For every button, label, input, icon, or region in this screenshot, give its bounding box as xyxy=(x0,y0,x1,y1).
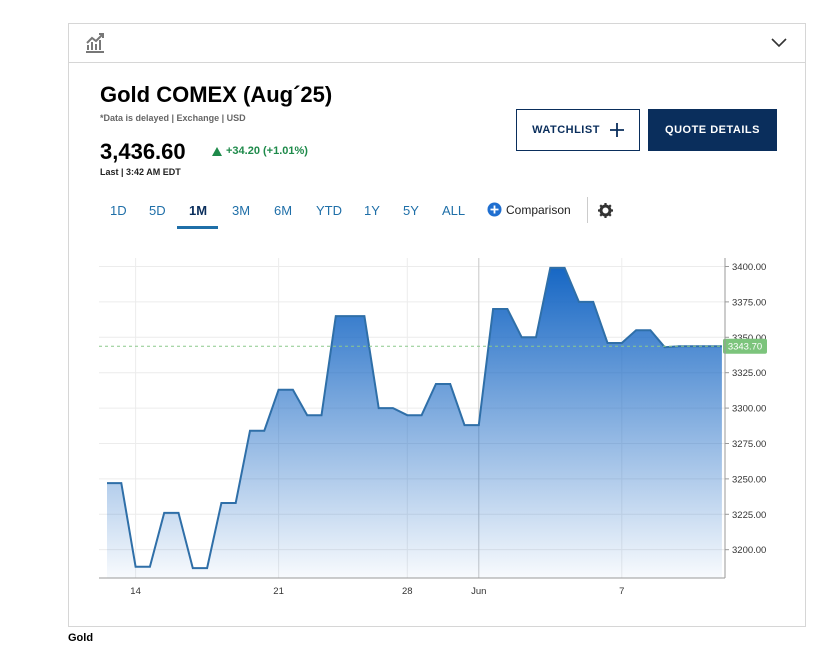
collapse-chevron[interactable] xyxy=(770,35,788,51)
widget-bar xyxy=(68,23,806,63)
button-label: WATCHLIST xyxy=(532,124,600,136)
range-tab[interactable]: 3M xyxy=(232,203,251,218)
range-tab[interactable]: YTD xyxy=(316,203,342,218)
range-tab[interactable]: 5D xyxy=(149,203,166,218)
active-tab-underline xyxy=(177,226,218,229)
title: Gold COMEX (Aug´25) xyxy=(100,82,333,107)
subtitle: *Data is delayed | Exchange | USD xyxy=(100,113,246,123)
y-tick-label: 3350.00 xyxy=(732,333,766,344)
price-change: +34.20 (+1.01%) xyxy=(226,145,308,157)
comparison-button[interactable]: Comparison xyxy=(506,203,571,217)
y-tick-label: 3200.00 xyxy=(732,545,766,556)
y-tick-label: 3250.00 xyxy=(732,474,766,485)
x-tick-label: 14 xyxy=(130,586,141,597)
x-tick-label: Jun xyxy=(471,586,486,597)
area xyxy=(107,267,722,578)
button-label: QUOTE DETAILS xyxy=(665,124,760,136)
last-value-label: 3343.70 xyxy=(728,342,762,353)
comparison-icon[interactable] xyxy=(487,202,502,217)
y-tick-label: 3300.00 xyxy=(732,404,766,415)
footer-label: Gold xyxy=(68,632,94,644)
range-tab[interactable]: 1D xyxy=(110,203,127,218)
plus-icon xyxy=(609,123,624,137)
widget-frame xyxy=(68,23,806,627)
up-arrow xyxy=(212,147,222,156)
range-tab[interactable]: 6M xyxy=(274,203,293,218)
y-tick-label: 3275.00 xyxy=(732,439,766,450)
range-tab[interactable]: 5Y xyxy=(403,203,419,218)
watchlist-button[interactable]: WATCHLIST xyxy=(516,109,640,151)
x-tick-label: 7 xyxy=(619,586,624,597)
last-value-box xyxy=(723,338,767,354)
y-tick-label: 3325.00 xyxy=(732,368,766,379)
line xyxy=(107,266,722,570)
y-tick-label: 3375.00 xyxy=(732,297,766,308)
x-tick-label: 21 xyxy=(273,586,284,597)
price: 3,436.60 xyxy=(100,139,186,164)
x-tick-label: 28 xyxy=(402,586,413,597)
chart-icon[interactable] xyxy=(84,32,106,54)
y-tick-label: 3225.00 xyxy=(732,510,766,521)
settings-icon[interactable] xyxy=(598,203,613,218)
quote-details-button[interactable]: QUOTE DETAILS xyxy=(648,109,777,151)
y-tick-label: 3400.00 xyxy=(732,262,766,273)
divider xyxy=(587,197,588,223)
range-tab[interactable]: 1M xyxy=(189,203,208,218)
last-updated: Last | 3:42 AM EDT xyxy=(100,167,181,177)
range-tab[interactable]: ALL xyxy=(442,203,466,218)
range-tab[interactable]: 1Y xyxy=(364,203,380,218)
